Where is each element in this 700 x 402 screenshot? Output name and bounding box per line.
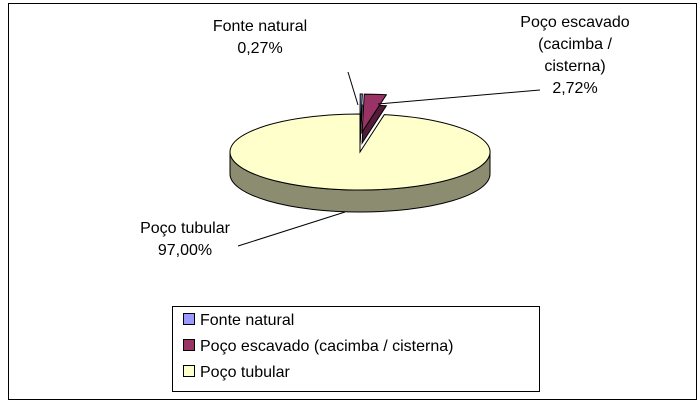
legend-label: Poço tubular [200,364,290,381]
leader-line [237,211,346,247]
data-label-value: 97,00% [157,242,213,259]
legend-swatch [183,365,195,377]
data-label: Poço escavado (cacimba / cisterna) 2,72% [520,12,630,100]
legend-entry: Fonte natural [183,311,294,331]
pie-slice [229,113,491,191]
data-label-value: 2,72% [552,80,598,97]
legend-swatch [183,339,195,351]
data-label: Fonte natural 0,27% [200,16,320,60]
data-label-category: Fonte natural [212,18,308,35]
legend-label: Poço escavado (cacimba / cisterna) [200,338,454,355]
data-label: Poço tubular 97,00% [115,218,255,262]
leader-line [347,71,359,106]
legend-entry: Poço escavado (cacimba / cisterna) [183,337,453,357]
pie [229,93,491,213]
data-label-category: Poço tubular [140,220,230,237]
legend: Fonte natural Poço escavado (cacimba / ci… [172,306,540,392]
data-label-value: 0,27% [237,40,283,57]
legend-entry: Poço tubular [183,363,290,383]
data-label-category: Poço escavado (cacimba / cisterna) [520,14,630,75]
legend-label: Fonte natural [200,312,295,329]
leader-line [377,89,541,105]
legend-swatch [183,313,195,325]
pie-slice [359,93,363,133]
